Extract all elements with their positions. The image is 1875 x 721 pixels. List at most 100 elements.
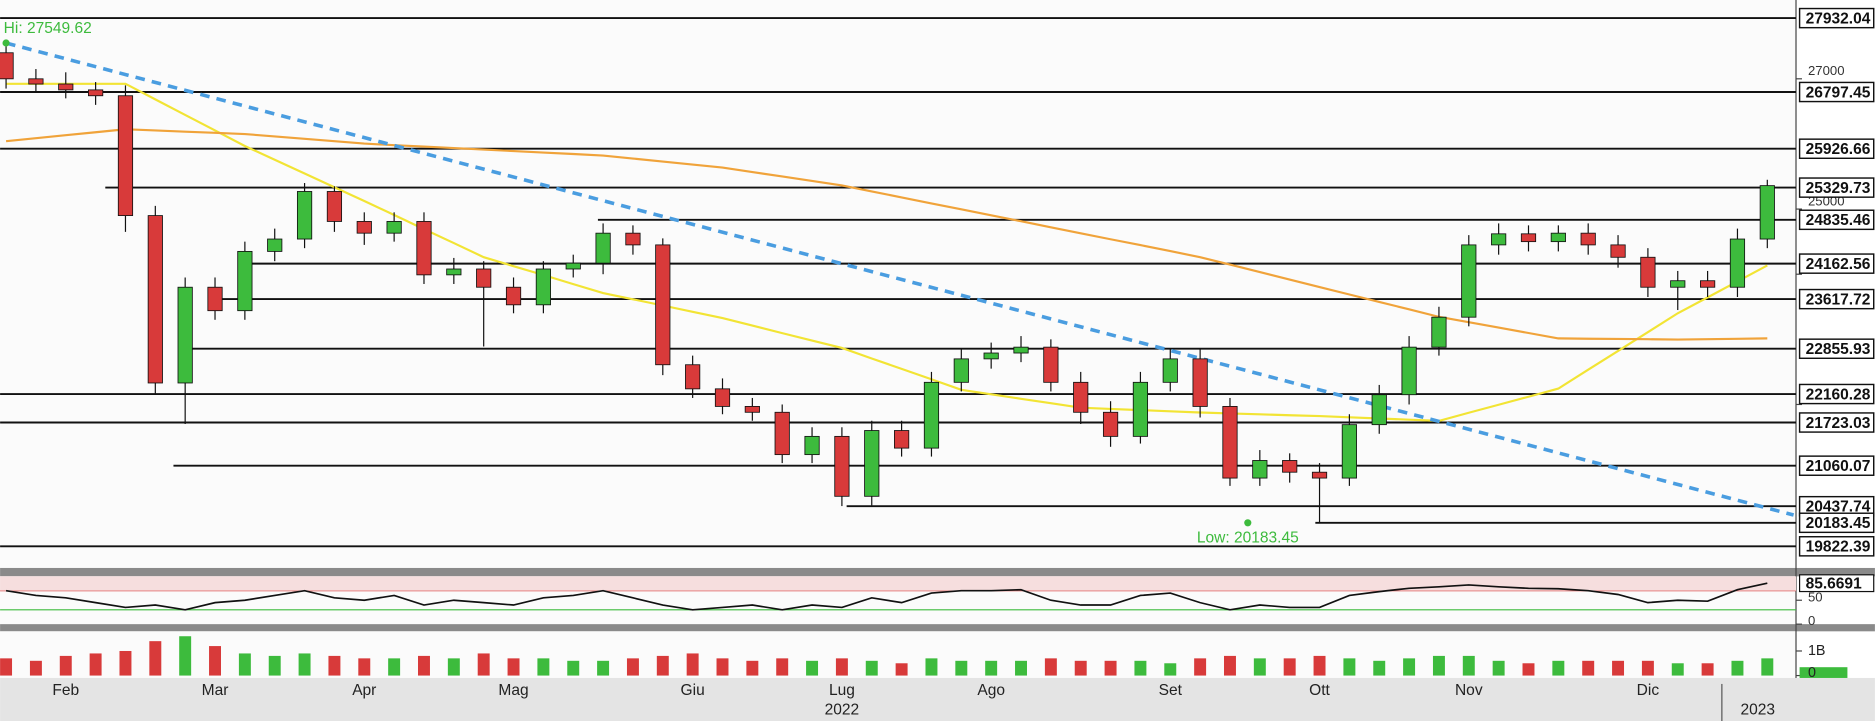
candle-body xyxy=(326,191,343,222)
volume-bar xyxy=(119,650,132,676)
candle-body xyxy=(1311,471,1328,479)
volume-bar xyxy=(59,655,72,676)
candle-body xyxy=(207,286,223,312)
volume-bar xyxy=(238,653,251,676)
volume-bar xyxy=(179,636,192,676)
x-tick-label: Set xyxy=(1159,682,1183,699)
candle-body xyxy=(1759,185,1775,240)
candle-body xyxy=(1013,346,1029,354)
level-label: 20183.45 xyxy=(1806,515,1871,532)
year-label: 2023 xyxy=(1740,701,1775,718)
rsi-tick-label: 0 xyxy=(1808,613,1815,628)
volume-bar xyxy=(1671,663,1684,676)
volume-zero-box xyxy=(1799,667,1848,678)
candle-body xyxy=(1401,346,1417,396)
candle-body xyxy=(28,78,44,85)
y-tick-label: 27000 xyxy=(1808,63,1845,78)
volume-bar xyxy=(1761,658,1774,676)
level-label-box xyxy=(1798,81,1875,103)
candle-body xyxy=(1640,256,1656,288)
candle-body xyxy=(1580,232,1596,246)
volume-bar xyxy=(567,660,580,676)
candle-body xyxy=(1222,406,1238,479)
candle-body xyxy=(1282,460,1298,473)
candle-body xyxy=(88,89,104,97)
volume-bar xyxy=(537,658,550,676)
candle-body xyxy=(1610,244,1626,258)
level-label: 26797.45 xyxy=(1806,84,1871,101)
rsi-tick-label: 50 xyxy=(1808,589,1823,604)
high-marker xyxy=(2,39,10,47)
volume-bar xyxy=(1253,658,1266,676)
rsi-last-box xyxy=(1798,574,1875,593)
candle-body xyxy=(1431,316,1447,348)
x-tick-label: Mar xyxy=(202,682,229,699)
volume-bar xyxy=(1283,658,1296,676)
volume-bar xyxy=(1134,660,1147,676)
candle-body xyxy=(595,232,611,264)
candle-body xyxy=(296,191,313,240)
volume-bar xyxy=(1432,655,1445,676)
candle-body xyxy=(774,411,790,456)
volume-bar xyxy=(1701,663,1714,676)
x-tick-label: Feb xyxy=(52,682,79,699)
high-annotation: Hi: 27549.62 xyxy=(4,20,92,37)
volume-bar xyxy=(1343,658,1356,676)
volume-bar xyxy=(1223,655,1236,676)
candle-body xyxy=(1461,244,1477,318)
volume-bar xyxy=(985,660,998,676)
level-label-box xyxy=(1798,138,1875,160)
low-annotation: Low: 20183.45 xyxy=(1197,529,1299,546)
candle-body xyxy=(714,388,731,407)
level-label-box xyxy=(1798,412,1875,433)
candle-body xyxy=(1520,233,1537,243)
candle-body xyxy=(1043,346,1059,383)
volume-tick-label: 0 xyxy=(1808,665,1816,681)
candle-body xyxy=(1073,381,1089,413)
x-tick-label: Ago xyxy=(977,682,1005,699)
candle-body xyxy=(476,268,492,288)
x-tick-label: Giu xyxy=(681,682,705,699)
candle-body xyxy=(1192,358,1208,407)
moving-average xyxy=(6,82,1768,422)
candle-body xyxy=(535,268,551,306)
volume-bar xyxy=(1044,658,1057,676)
candle-body xyxy=(1550,232,1566,243)
level-label-box xyxy=(1798,383,1875,405)
volume-bar xyxy=(298,653,311,676)
level-label: 25329.73 xyxy=(1806,180,1871,197)
volume-bar xyxy=(1164,663,1177,676)
volume-bar xyxy=(1612,660,1625,676)
volume-bar xyxy=(1492,660,1505,676)
level-label-box xyxy=(1798,7,1875,29)
x-axis-panel xyxy=(0,677,1875,721)
candle-body xyxy=(117,95,134,217)
volume-bar xyxy=(895,663,908,676)
level-label: 25926.66 xyxy=(1806,141,1871,158)
candle-body xyxy=(58,83,74,91)
candle-body xyxy=(177,286,193,384)
volume-bar xyxy=(1582,660,1595,676)
candle-body xyxy=(744,406,760,413)
candle-body xyxy=(1162,358,1178,383)
volume-bar xyxy=(806,660,819,676)
volume-bar xyxy=(1074,660,1087,676)
candle-body xyxy=(864,430,880,497)
rsi-overbought-zone xyxy=(0,576,1797,591)
volume-bar xyxy=(1552,660,1565,676)
candle-body xyxy=(1670,280,1686,288)
volume-bar xyxy=(1104,660,1117,676)
candle-body xyxy=(953,358,969,383)
level-label-box xyxy=(1798,177,1875,198)
volume-bar xyxy=(358,658,371,676)
candle-body xyxy=(1132,381,1149,437)
volume-bar xyxy=(955,660,968,676)
candle-body xyxy=(1371,394,1387,426)
candle-body xyxy=(565,262,581,270)
volume-bar xyxy=(507,658,520,676)
level-label: 19822.39 xyxy=(1806,539,1871,556)
volume-bar xyxy=(746,660,759,676)
candle-body xyxy=(446,268,462,276)
volume-bar xyxy=(686,653,699,676)
